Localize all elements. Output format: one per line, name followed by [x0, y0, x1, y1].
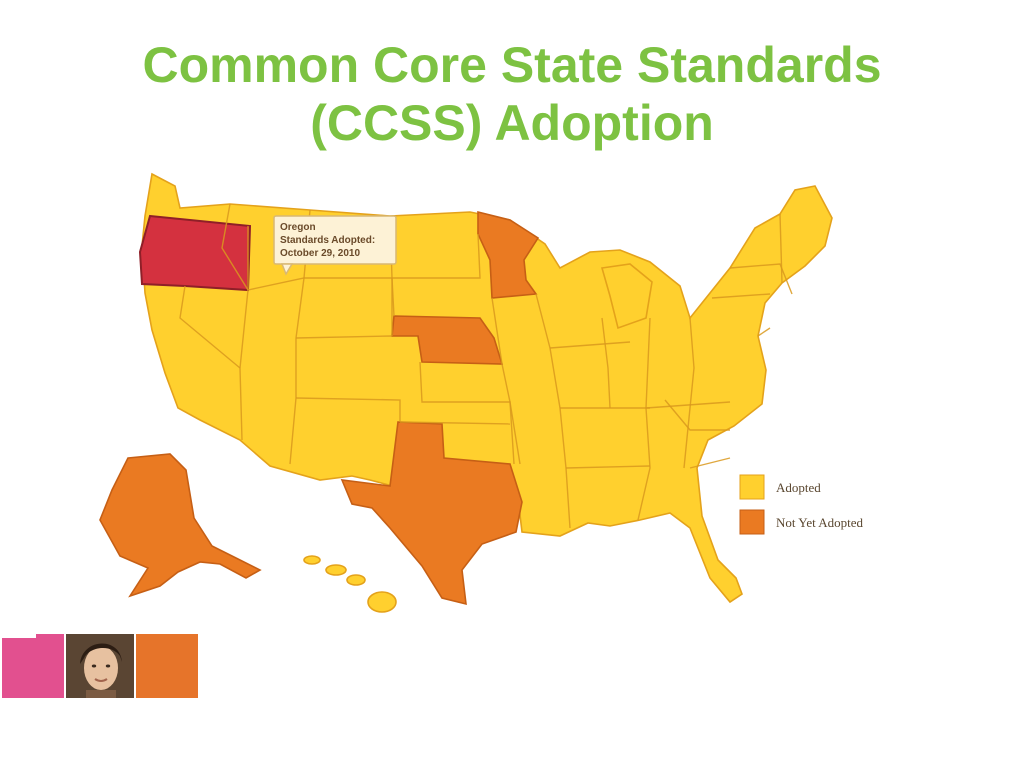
slide-title: Common Core State Standards (CCSS) Adopt… [0, 36, 1024, 156]
state-borders [179, 203, 793, 529]
state-tooltip: Oregon Standards Adopted: October 29, 20… [273, 215, 397, 276]
state-oregon[interactable] [138, 214, 252, 292]
legend-swatch-not-yet-adopted [739, 509, 765, 535]
legend-swatch-adopted [739, 474, 765, 500]
title-line-1: Common Core State Standards [142, 37, 882, 93]
continental-us-adopted [141, 172, 833, 604]
tooltip-state: Oregon [280, 222, 316, 233]
thumbnail-strip [0, 634, 200, 698]
map-legend: Adopted Not Yet Adopted [739, 474, 864, 535]
thumbnail-orange [136, 634, 198, 698]
legend-label-not-yet-adopted: Not Yet Adopted [776, 515, 864, 530]
person-photo-icon [66, 634, 134, 698]
state-hawaii[interactable] [303, 555, 397, 613]
state-minnesota[interactable] [477, 210, 540, 299]
tooltip-date: October 29, 2010 [280, 248, 360, 259]
us-adoption-map: Oregon Standards Adopted: October 29, 20… [90, 168, 940, 628]
title-line-2: (CCSS) Adoption [310, 95, 714, 151]
thumbnail-photo [66, 634, 134, 698]
thumbnail-pink [2, 634, 64, 698]
state-nebraska[interactable] [391, 315, 504, 365]
state-michigan[interactable] [600, 263, 653, 330]
state-texas[interactable] [340, 421, 523, 606]
state-alaska[interactable] [99, 453, 262, 598]
legend-label-adopted: Adopted [776, 480, 821, 495]
tooltip-label: Standards Adopted: [280, 235, 375, 246]
